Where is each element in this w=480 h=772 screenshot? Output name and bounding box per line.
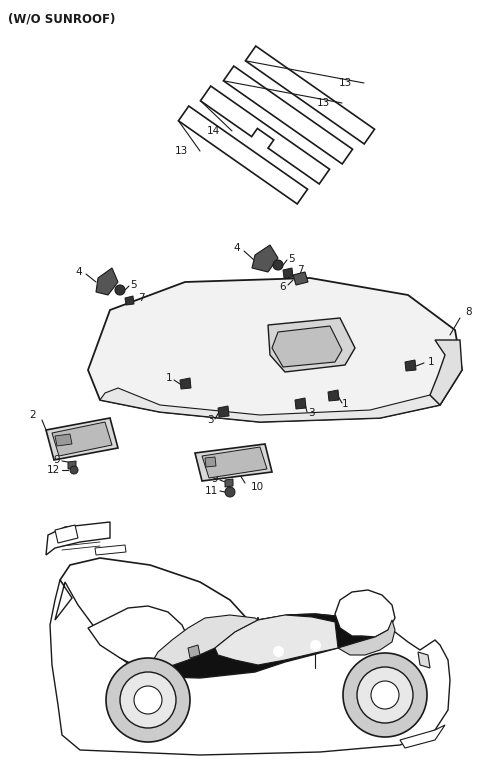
Circle shape [371,681,399,709]
Polygon shape [125,296,134,305]
Text: 4: 4 [233,243,240,253]
Polygon shape [430,340,462,405]
Polygon shape [272,326,342,367]
Circle shape [225,487,235,497]
Text: 5: 5 [288,254,295,264]
Circle shape [273,260,283,270]
Text: 5: 5 [130,280,137,290]
Text: 1: 1 [342,399,348,409]
Polygon shape [418,652,430,668]
Polygon shape [283,268,293,278]
Polygon shape [52,422,112,456]
Text: 1: 1 [428,357,434,367]
Circle shape [134,686,162,714]
Polygon shape [100,388,440,422]
Polygon shape [55,525,78,543]
Polygon shape [152,615,258,668]
Polygon shape [400,725,445,748]
Text: 13: 13 [339,78,352,88]
Circle shape [343,653,427,737]
Text: (W/O SUNROOF): (W/O SUNROOF) [8,13,115,26]
Text: 7: 7 [297,265,304,275]
Text: 9: 9 [53,455,60,465]
Text: 6: 6 [279,282,286,292]
Polygon shape [252,245,278,272]
Polygon shape [202,447,267,478]
Polygon shape [205,457,216,467]
Circle shape [106,658,190,742]
Polygon shape [405,360,416,371]
Polygon shape [50,580,450,755]
Text: 2: 2 [29,410,36,420]
Text: 12: 12 [47,465,60,475]
Polygon shape [195,444,272,481]
Text: 8: 8 [465,307,472,317]
Polygon shape [215,615,338,665]
Polygon shape [46,418,118,460]
Text: 13: 13 [175,146,188,156]
Text: 3: 3 [207,415,214,425]
Polygon shape [328,390,339,401]
Polygon shape [179,106,308,204]
Polygon shape [338,620,395,655]
Polygon shape [60,558,250,672]
Polygon shape [152,614,392,678]
Circle shape [70,466,78,474]
Text: 11: 11 [205,486,218,496]
Polygon shape [188,645,200,658]
Polygon shape [225,479,233,487]
Polygon shape [88,606,190,672]
Text: 4: 4 [75,267,82,277]
Text: 1: 1 [166,373,172,383]
Text: 14: 14 [207,126,220,136]
Polygon shape [180,378,191,389]
Circle shape [357,667,413,723]
Polygon shape [46,522,110,555]
Text: 3: 3 [308,408,314,418]
Polygon shape [201,86,330,184]
Polygon shape [88,278,462,422]
Polygon shape [95,545,126,555]
Polygon shape [218,406,229,417]
Polygon shape [68,461,76,469]
Polygon shape [245,46,374,144]
Polygon shape [335,590,395,637]
Polygon shape [96,268,118,295]
Polygon shape [295,398,306,409]
Text: 10: 10 [251,482,264,492]
Circle shape [120,672,176,728]
Polygon shape [293,272,308,285]
Text: 9: 9 [211,474,218,484]
Polygon shape [268,318,355,372]
Text: 13: 13 [317,98,330,108]
Polygon shape [55,434,72,446]
Polygon shape [224,66,352,164]
Circle shape [115,285,125,295]
Text: 7: 7 [138,293,144,303]
